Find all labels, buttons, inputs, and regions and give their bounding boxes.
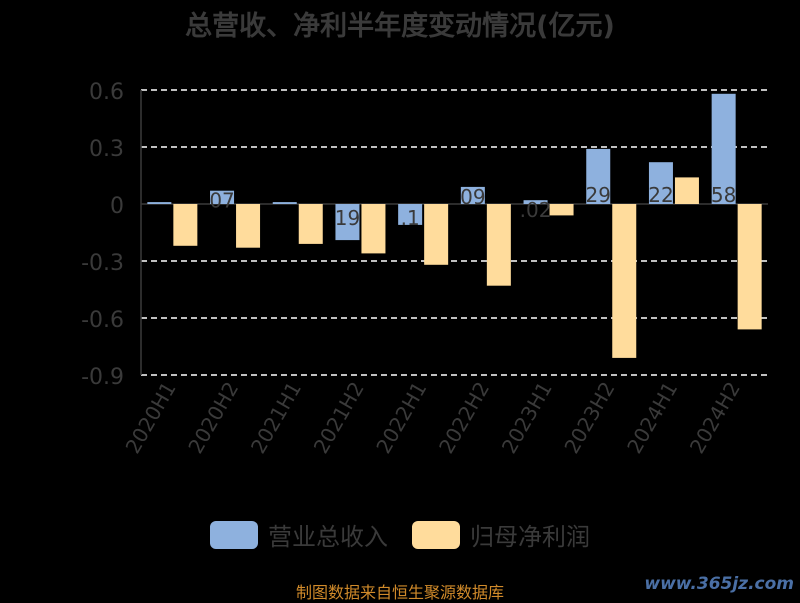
legend-swatch-revenue: [210, 520, 258, 549]
x-tick-label: 2020H2: [183, 378, 243, 458]
bar-revenue: [460, 186, 485, 204]
x-tick-label: 2024H1: [622, 378, 682, 458]
grid-layer: [141, 89, 768, 376]
bar-revenue: [147, 202, 172, 204]
y-tick-label: -0.9: [81, 365, 124, 390]
bar-profit: [298, 204, 323, 244]
data-label-revenue: .1: [401, 206, 420, 230]
bar-revenue: [398, 204, 423, 225]
bar-revenue: [586, 148, 611, 204]
y-tick-label: 0.3: [89, 137, 124, 162]
legend-item-revenue[interactable]: 营业总收入: [210, 517, 388, 552]
bar-profit: [612, 204, 637, 358]
legend: 营业总收入 归母净利润: [0, 517, 800, 552]
bar-revenue: [210, 190, 235, 204]
x-tick-label: 2021H1: [246, 378, 306, 458]
legend-label-profit: 归母净利润: [470, 523, 590, 551]
source-note: 制图数据来自恒生聚源数据库: [295, 583, 504, 602]
y-tick-label: -0.3: [81, 251, 124, 276]
y-tick-label: 0.6: [89, 80, 124, 105]
x-tick-label: 2024H2: [685, 378, 745, 458]
data-label-revenue: 07: [209, 189, 234, 213]
x-tick-label: 2020H1: [121, 378, 181, 458]
data-label-revenue: 58: [711, 183, 736, 207]
bar-layer: [147, 93, 762, 358]
x-tick-label: 2022H2: [434, 377, 494, 457]
watermark: www.365jz.com: [644, 574, 794, 594]
bar-revenue: [272, 202, 297, 204]
bar-revenue: [335, 204, 360, 241]
data-label-revenue: 29: [586, 183, 611, 207]
x-tick-label: 2021H2: [309, 378, 369, 458]
bar-revenue: [711, 93, 736, 204]
bar-profit: [361, 204, 386, 254]
data-label-revenue: 22: [648, 183, 673, 207]
y-tick-label: 0: [110, 194, 124, 219]
bar-profit: [737, 204, 762, 330]
bar-revenue: [648, 162, 673, 204]
y-tick-label: -0.6: [81, 308, 124, 333]
legend-swatch-profit: [412, 520, 460, 549]
bar-profit: [674, 177, 699, 204]
data-label-revenue: .02: [520, 198, 552, 222]
legend-item-profit[interactable]: 归母净利润: [412, 517, 590, 552]
chart-title: 总营收、净利半年度变动情况(亿元): [185, 11, 615, 42]
bar-profit: [424, 204, 449, 265]
bar-revenue: [523, 200, 548, 204]
x-tick-label: 2023H1: [497, 378, 557, 458]
bar-profit: [486, 204, 511, 286]
legend-label-revenue: 营业总收入: [268, 523, 388, 551]
bar-profit: [549, 204, 574, 216]
bar-profit: [173, 204, 198, 246]
data-label-revenue: 19: [335, 206, 360, 230]
label-layer: 07 19 .1 09 .02 29 22 58: [209, 183, 736, 230]
data-label-revenue: 09: [460, 185, 485, 209]
x-tick-label: 2022H1: [371, 378, 431, 458]
bar-profit: [236, 204, 261, 248]
x-tick-label: 2023H2: [559, 378, 619, 458]
